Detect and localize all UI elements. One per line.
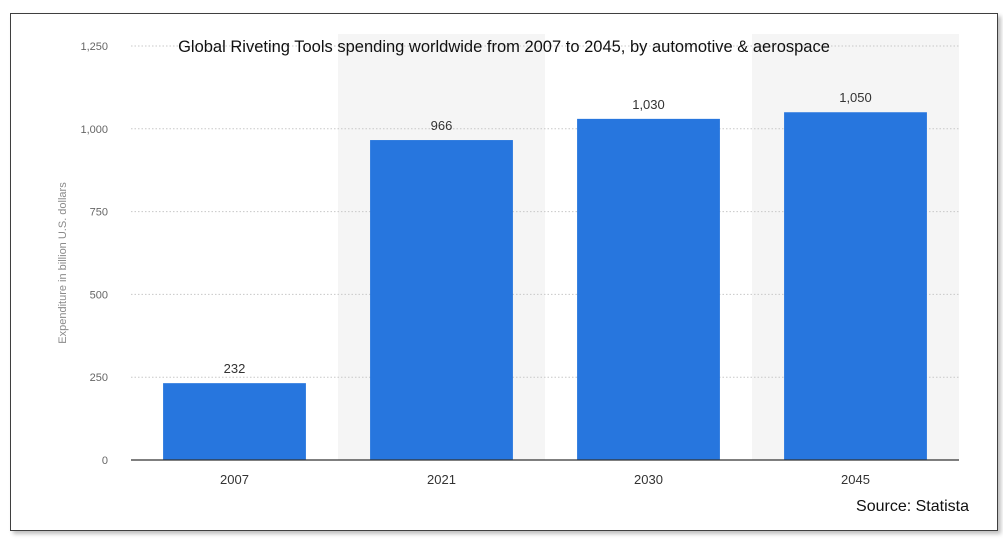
y-tick-label: 0 [102, 455, 108, 467]
data-label: 232 [224, 361, 246, 376]
source-label: Source: Statista [856, 498, 969, 515]
data-label: 1,050 [839, 90, 872, 105]
data-label: 1,030 [632, 97, 665, 112]
x-tick-label: 2030 [634, 472, 663, 487]
bar-chart: 0 250 500 750 1,000 1,250 Expenditure in billi… [57, 34, 959, 487]
chart-title: Global Riveting Tools spending worldwide… [178, 38, 830, 56]
bar [577, 118, 720, 460]
x-tick-label: 2007 [220, 472, 249, 487]
bar [784, 112, 927, 461]
data-label: 966 [431, 118, 453, 133]
bar [370, 140, 513, 460]
y-tick-label: 250 [90, 372, 108, 384]
x-tick-label: 2045 [841, 472, 870, 487]
y-tick-label: 500 [90, 289, 108, 301]
y-tick-label: 750 [90, 207, 108, 219]
bar [163, 383, 306, 460]
chart-frame: 0 250 500 750 1,000 1,250 Expenditure in billi… [10, 13, 998, 531]
y-tick-label: 1,250 [80, 41, 108, 53]
y-tick-label: 1,000 [80, 124, 108, 136]
y-axis-title: Expenditure in billion U.S. dollars [57, 182, 69, 344]
x-tick-label: 2021 [427, 472, 456, 487]
